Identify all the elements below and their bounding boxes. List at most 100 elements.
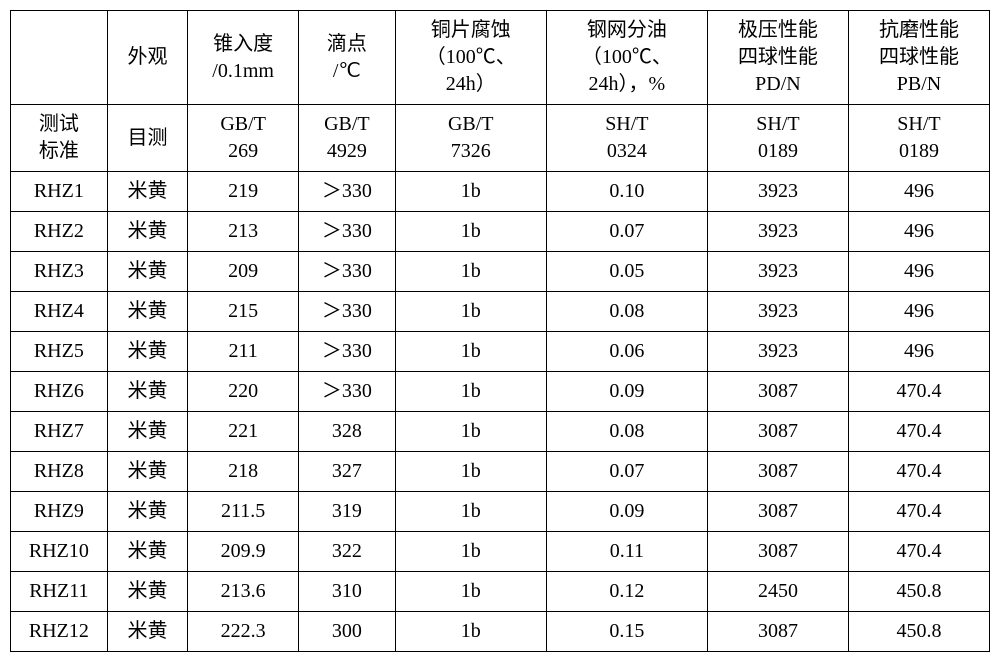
cell-pd: 3087: [707, 532, 848, 572]
cell-appearance: 米黄: [107, 332, 188, 372]
standard-cell: GB/T4929: [299, 105, 396, 172]
table-row: RHZ7米黄2213281b0.083087470.4: [11, 412, 990, 452]
cell-pd: 3923: [707, 292, 848, 332]
standard-cell: GB/T269: [188, 105, 299, 172]
cell-appearance: 米黄: [107, 212, 188, 252]
cell-pb: 470.4: [848, 372, 989, 412]
column-header: 外观: [107, 11, 188, 105]
cell-oil: 0.08: [546, 292, 707, 332]
column-header: 极压性能四球性能PD/N: [707, 11, 848, 105]
cell-drop: ＞330: [299, 252, 396, 292]
standard-label: 测试标准: [11, 105, 108, 172]
standard-cell: GB/T7326: [395, 105, 546, 172]
cell-id: RHZ11: [11, 572, 108, 612]
cell-id: RHZ9: [11, 492, 108, 532]
cell-oil: 0.15: [546, 612, 707, 652]
table-row: RHZ6米黄220＞3301b0.093087470.4: [11, 372, 990, 412]
column-header: 钢网分油（100℃、24h），%: [546, 11, 707, 105]
cell-appearance: 米黄: [107, 252, 188, 292]
standard-cell: SH/T0189: [848, 105, 989, 172]
cell-drop: ＞330: [299, 212, 396, 252]
cell-id: RHZ1: [11, 172, 108, 212]
cell-copper: 1b: [395, 532, 546, 572]
cell-appearance: 米黄: [107, 412, 188, 452]
cell-pd: 3087: [707, 612, 848, 652]
column-header: 锥入度/0.1mm: [188, 11, 299, 105]
cell-copper: 1b: [395, 572, 546, 612]
cell-pb: 470.4: [848, 492, 989, 532]
cell-penetration: 222.3: [188, 612, 299, 652]
cell-oil: 0.07: [546, 452, 707, 492]
cell-copper: 1b: [395, 452, 546, 492]
cell-oil: 0.09: [546, 372, 707, 412]
cell-penetration: 211: [188, 332, 299, 372]
cell-drop: 328: [299, 412, 396, 452]
standard-cell: SH/T0324: [546, 105, 707, 172]
cell-appearance: 米黄: [107, 292, 188, 332]
column-header: 滴点/℃: [299, 11, 396, 105]
cell-id: RHZ3: [11, 252, 108, 292]
cell-penetration: 211.5: [188, 492, 299, 532]
cell-id: RHZ12: [11, 612, 108, 652]
cell-oil: 0.11: [546, 532, 707, 572]
table-row: RHZ11米黄213.63101b0.122450450.8: [11, 572, 990, 612]
cell-pd: 3923: [707, 332, 848, 372]
cell-drop: 322: [299, 532, 396, 572]
cell-pd: 2450: [707, 572, 848, 612]
cell-pb: 496: [848, 212, 989, 252]
table-row: RHZ3米黄209＞3301b0.053923496: [11, 252, 990, 292]
cell-penetration: 220: [188, 372, 299, 412]
cell-pb: 496: [848, 252, 989, 292]
cell-copper: 1b: [395, 292, 546, 332]
cell-id: RHZ10: [11, 532, 108, 572]
cell-penetration: 215: [188, 292, 299, 332]
cell-id: RHZ6: [11, 372, 108, 412]
cell-penetration: 213.6: [188, 572, 299, 612]
table-row: RHZ2米黄213＞3301b0.073923496: [11, 212, 990, 252]
cell-pb: 450.8: [848, 612, 989, 652]
cell-id: RHZ2: [11, 212, 108, 252]
cell-copper: 1b: [395, 412, 546, 452]
cell-drop: 319: [299, 492, 396, 532]
cell-oil: 0.10: [546, 172, 707, 212]
column-header: 铜片腐蚀（100℃、24h）: [395, 11, 546, 105]
cell-copper: 1b: [395, 612, 546, 652]
cell-drop: ＞330: [299, 172, 396, 212]
cell-appearance: 米黄: [107, 532, 188, 572]
cell-penetration: 218: [188, 452, 299, 492]
table-row: RHZ4米黄215＞3301b0.083923496: [11, 292, 990, 332]
cell-appearance: 米黄: [107, 492, 188, 532]
cell-drop: ＞330: [299, 292, 396, 332]
table-row: RHZ9米黄211.53191b0.093087470.4: [11, 492, 990, 532]
table-row: RHZ8米黄2183271b0.073087470.4: [11, 452, 990, 492]
cell-pd: 3087: [707, 412, 848, 452]
cell-appearance: 米黄: [107, 172, 188, 212]
cell-drop: 327: [299, 452, 396, 492]
table-row: RHZ10米黄209.93221b0.113087470.4: [11, 532, 990, 572]
cell-appearance: 米黄: [107, 612, 188, 652]
cell-pb: 496: [848, 172, 989, 212]
cell-id: RHZ5: [11, 332, 108, 372]
cell-oil: 0.09: [546, 492, 707, 532]
cell-id: RHZ4: [11, 292, 108, 332]
cell-drop: 310: [299, 572, 396, 612]
standard-cell: 目测: [107, 105, 188, 172]
cell-appearance: 米黄: [107, 452, 188, 492]
cell-copper: 1b: [395, 492, 546, 532]
cell-pd: 3087: [707, 492, 848, 532]
column-header: [11, 11, 108, 105]
cell-oil: 0.12: [546, 572, 707, 612]
cell-oil: 0.07: [546, 212, 707, 252]
cell-appearance: 米黄: [107, 372, 188, 412]
cell-oil: 0.05: [546, 252, 707, 292]
cell-penetration: 221: [188, 412, 299, 452]
cell-pb: 496: [848, 332, 989, 372]
cell-pb: 470.4: [848, 412, 989, 452]
cell-oil: 0.06: [546, 332, 707, 372]
table-row: RHZ5米黄211＞3301b0.063923496: [11, 332, 990, 372]
cell-oil: 0.08: [546, 412, 707, 452]
cell-penetration: 213: [188, 212, 299, 252]
cell-pd: 3923: [707, 172, 848, 212]
cell-copper: 1b: [395, 252, 546, 292]
cell-pd: 3087: [707, 452, 848, 492]
